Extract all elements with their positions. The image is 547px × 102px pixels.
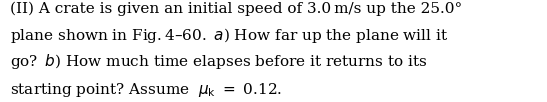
Text: plane shown in Fig. 4–60. $\mathit{a}$) How far up the plane will it: plane shown in Fig. 4–60. $\mathit{a}$) …	[10, 26, 448, 45]
Text: (II) A crate is given an initial speed of 3.0 m/s up the 25.0°: (II) A crate is given an initial speed o…	[10, 2, 462, 16]
Text: go? $\mathit{b}$) How much time elapses before it returns to its: go? $\mathit{b}$) How much time elapses …	[10, 52, 427, 71]
Text: starting point? Assume  $\mu_\mathrm{k}$ $=$ 0.12.: starting point? Assume $\mu_\mathrm{k}$ …	[10, 81, 282, 99]
